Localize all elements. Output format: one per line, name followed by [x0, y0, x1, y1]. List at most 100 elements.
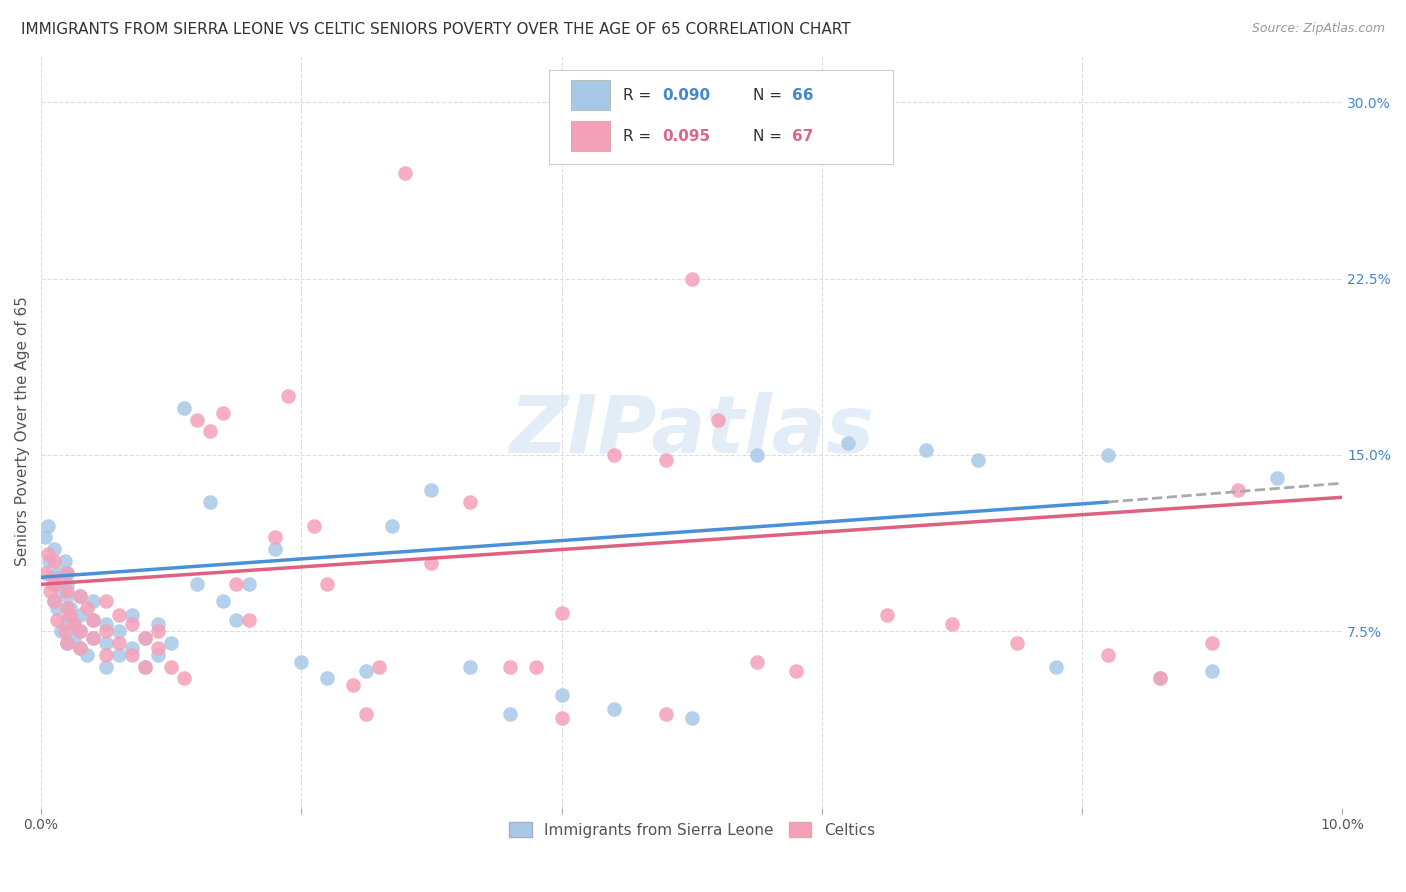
- Point: [524, 659, 547, 673]
- FancyBboxPatch shape: [571, 121, 610, 152]
- Point: [460, 495, 482, 509]
- Point: [602, 702, 624, 716]
- Point: [59, 607, 82, 622]
- Text: Source: ZipAtlas.com: Source: ZipAtlas.com: [1251, 22, 1385, 36]
- Point: [121, 617, 143, 632]
- Point: [264, 542, 287, 557]
- Point: [42, 577, 65, 591]
- Point: [69, 624, 91, 639]
- Point: [45, 566, 67, 580]
- Point: [96, 617, 118, 632]
- Point: [37, 518, 59, 533]
- Point: [108, 624, 131, 639]
- Point: [186, 577, 208, 591]
- Point: [148, 624, 170, 639]
- Point: [121, 648, 143, 662]
- Y-axis label: Seniors Poverty Over the Age of 65: Seniors Poverty Over the Age of 65: [15, 296, 30, 566]
- Point: [96, 594, 118, 608]
- Point: [69, 640, 91, 655]
- Point: [550, 711, 572, 725]
- Text: 0.090: 0.090: [662, 87, 710, 103]
- Point: [1097, 448, 1119, 462]
- Point: [173, 401, 195, 415]
- Point: [368, 659, 391, 673]
- Point: [134, 659, 156, 673]
- Point: [602, 448, 624, 462]
- FancyBboxPatch shape: [571, 80, 610, 110]
- Point: [49, 624, 72, 639]
- Point: [148, 640, 170, 655]
- Text: 0.095: 0.095: [662, 129, 710, 144]
- Point: [134, 632, 156, 646]
- Point: [342, 678, 364, 692]
- Point: [186, 412, 208, 426]
- Point: [49, 570, 72, 584]
- Point: [37, 547, 59, 561]
- Point: [1227, 483, 1250, 498]
- Text: 66: 66: [792, 87, 814, 103]
- Point: [225, 577, 247, 591]
- Text: 67: 67: [792, 129, 813, 144]
- Point: [56, 584, 79, 599]
- Point: [69, 589, 91, 603]
- Point: [356, 706, 378, 721]
- Point: [212, 406, 235, 420]
- Point: [706, 412, 728, 426]
- FancyBboxPatch shape: [548, 70, 893, 164]
- Point: [134, 632, 156, 646]
- Point: [96, 648, 118, 662]
- Text: R =: R =: [623, 129, 655, 144]
- Point: [238, 613, 260, 627]
- Point: [876, 607, 898, 622]
- Point: [1005, 636, 1028, 650]
- Point: [1097, 648, 1119, 662]
- Point: [42, 577, 65, 591]
- Point: [121, 607, 143, 622]
- Point: [745, 448, 768, 462]
- Point: [160, 659, 183, 673]
- Point: [316, 577, 339, 591]
- Point: [654, 452, 676, 467]
- Point: [38, 554, 60, 568]
- Point: [967, 452, 990, 467]
- Point: [82, 594, 104, 608]
- Point: [915, 443, 938, 458]
- Point: [59, 600, 82, 615]
- Point: [316, 672, 339, 686]
- Point: [42, 542, 65, 557]
- Point: [264, 530, 287, 544]
- Point: [53, 624, 76, 639]
- Point: [134, 659, 156, 673]
- Point: [56, 636, 79, 650]
- Point: [76, 648, 98, 662]
- Point: [277, 389, 299, 403]
- Point: [56, 566, 79, 580]
- Point: [200, 425, 222, 439]
- Point: [96, 624, 118, 639]
- Point: [381, 518, 404, 533]
- Point: [1201, 636, 1223, 650]
- Point: [498, 706, 520, 721]
- Point: [56, 566, 79, 580]
- Point: [56, 613, 79, 627]
- Point: [1265, 471, 1288, 485]
- Point: [56, 577, 79, 591]
- Point: [82, 632, 104, 646]
- Point: [108, 636, 131, 650]
- Text: IMMIGRANTS FROM SIERRA LEONE VS CELTIC SENIORS POVERTY OVER THE AGE OF 65 CORREL: IMMIGRANTS FROM SIERRA LEONE VS CELTIC S…: [21, 22, 851, 37]
- Point: [121, 640, 143, 655]
- Point: [148, 617, 170, 632]
- Point: [42, 554, 65, 568]
- Text: R =: R =: [623, 87, 655, 103]
- Point: [290, 655, 312, 669]
- Point: [420, 556, 443, 570]
- Point: [108, 607, 131, 622]
- Point: [108, 648, 131, 662]
- Point: [238, 577, 260, 591]
- Point: [62, 617, 84, 632]
- Point: [681, 711, 703, 725]
- Point: [941, 617, 963, 632]
- Point: [785, 665, 807, 679]
- Point: [42, 594, 65, 608]
- Text: N =: N =: [752, 129, 787, 144]
